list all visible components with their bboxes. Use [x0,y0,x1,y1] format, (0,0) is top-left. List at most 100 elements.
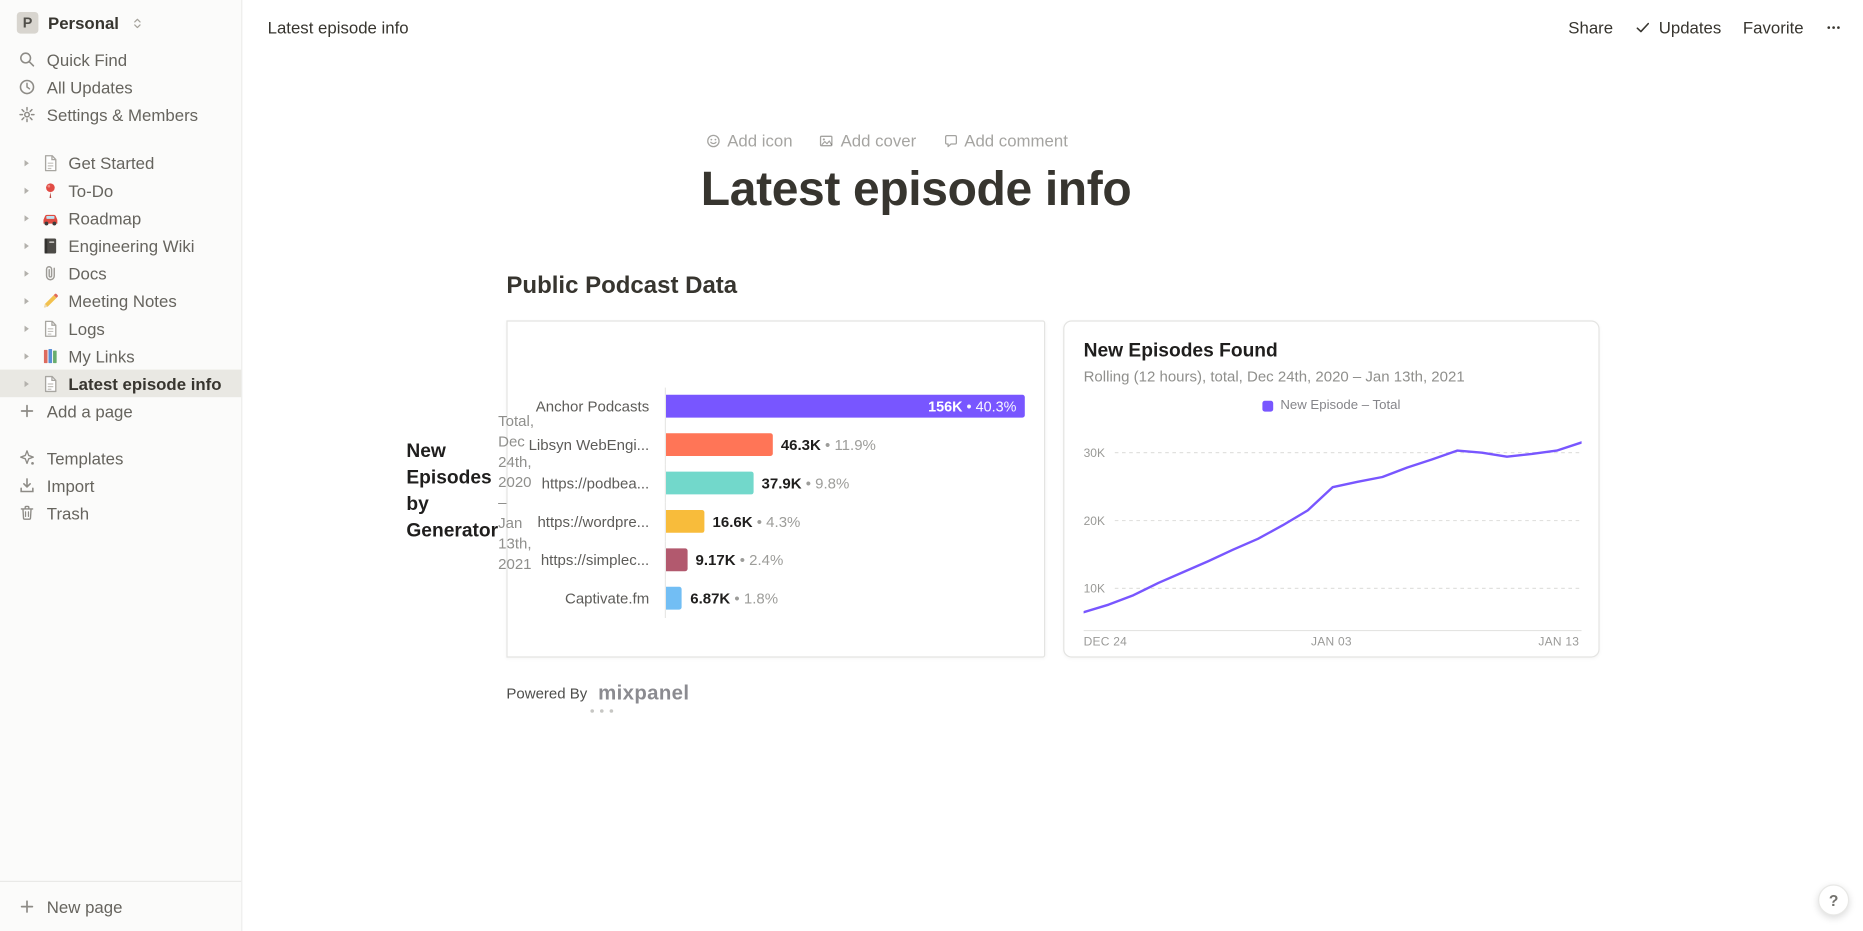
bar-zone: 16.6K • 4.3% [666,502,1025,540]
toggle-expand-icon[interactable] [17,153,36,172]
sidebar-page-label: Roadmap [68,208,142,228]
pencil-icon [41,291,60,310]
toggle-expand-icon[interactable] [17,291,36,310]
image-icon [819,133,835,149]
bar-chart-row: https://wordpre... 16.6K • 4.3% [534,502,1025,541]
sidebar-page-meeting-notes[interactable]: Meeting Notes [0,287,241,315]
sidebar-item-label: Templates [46,448,124,468]
chart-legend: New Episode – Total [1084,398,1580,413]
title-column: Add icon Add cover Add comment Latest epis… [701,130,1863,219]
control-label: Add cover [840,130,917,150]
more-options-button[interactable] [1816,13,1852,42]
sidebar-page-label: Latest episode info [68,373,222,394]
bar-zone: 46.3K • 11.9% [666,425,1025,463]
notebook-icon [41,236,60,255]
sidebar-item-templates[interactable]: Templates [0,444,241,472]
bar-segment[interactable] [666,433,773,457]
paperclip-icon [41,263,60,282]
toggle-expand-icon[interactable] [17,346,36,365]
help-button[interactable]: ? [1818,884,1850,916]
bar-value-label: 156K • 40.3% [928,397,1017,415]
bar-chart-subtitle: Total, Dec 24th, 2020 – Jan 13th, 2021 [498,412,534,572]
add-icon-button[interactable]: Add icon [701,128,798,152]
line-chart-svg[interactable]: 10K 20K 30K [1082,420,1583,632]
breadcrumb[interactable]: Latest episode info [267,17,409,37]
emoji-icon [706,133,722,149]
workspace-switcher[interactable]: P Personal [0,0,241,46]
sidebar-page-label: My Links [68,346,135,366]
toggle-expand-icon[interactable] [17,319,36,338]
line-chart: 10K 20K 30K [1082,420,1583,632]
toggle-expand-icon[interactable] [17,263,36,282]
bar-category-label: Captivate.fm [534,579,666,618]
sidebar-page-label: Docs [68,263,107,283]
new-page-label: New page [46,897,123,917]
line-chart-title: New Episodes Found [1083,340,1278,362]
add-comment-button[interactable]: Add comment [938,128,1073,152]
loading-dots [590,709,1863,713]
sidebar-page-get-started[interactable]: Get Started [0,149,241,177]
add-cover-button[interactable]: Add cover [814,128,921,152]
sidebar-item-label: All Updates [46,77,133,97]
page-hover-controls: Add icon Add cover Add comment [701,130,1863,152]
favorite-button[interactable]: Favorite [1733,11,1813,42]
sidebar-footer-menu: Templates Import Trash [0,444,241,527]
share-button[interactable]: Share [1559,11,1623,42]
new-page-button[interactable]: New page [0,880,242,931]
bar-category-label: Libsyn WebEngi... [529,425,666,464]
svg-text:20K: 20K [1084,514,1105,528]
bar-category-label: Anchor Podcasts [534,387,666,426]
sidebar-page-to-do[interactable]: To-Do [0,176,241,204]
line-chart-subtitle: Rolling (12 hours), total, Dec 24th, 202… [1083,368,1465,386]
workspace-name: Personal [48,13,119,33]
section-heading[interactable]: Public Podcast Data [506,272,738,299]
toggle-expand-icon[interactable] [17,236,36,255]
bar-value-label: 6.87K • 1.8% [690,589,779,607]
bar-chart-row: Libsyn WebEngi... 46.3K • 11.9% [529,425,1025,464]
sidebar-page-docs[interactable]: Docs [0,259,241,287]
updates-button[interactable]: Updates [1625,11,1731,42]
bar-chart-row: https://podbea... 37.9K • 9.8% [534,463,1025,503]
gear-icon [18,106,36,124]
toggle-expand-icon[interactable] [17,208,36,227]
page-title[interactable]: Latest episode info [700,163,1132,217]
sidebar-item-trash[interactable]: Trash [0,499,241,527]
bar-segment[interactable] [666,548,688,572]
sidebar-page-label: Engineering Wiki [68,235,195,256]
sidebar-page-roadmap[interactable]: Roadmap [0,204,241,232]
trash-icon [18,504,36,522]
bar-chart-card: New Episodes by Generator Total, Dec 24t… [406,320,1046,658]
bar-value-label: 16.6K • 4.3% [712,513,801,530]
bar-category-label: https://wordpre... [534,502,666,541]
add-page-button[interactable]: Add a page [0,397,241,425]
main-area: Latest episode info Share Updates Favori… [242,0,1863,931]
sidebar-item-settings-members[interactable]: Settings & Members [0,101,241,129]
bar-segment[interactable]: 156K • 40.3% [666,394,1025,418]
sidebar-page-my-links[interactable]: My Links [0,342,241,370]
mixpanel-logo[interactable]: mixpanel [598,681,690,705]
sidebar-top-menu: Quick Find All Updates Settings & Members [0,46,241,129]
powered-by: Powered By mixpanel [506,682,1863,706]
bar-segment[interactable] [666,510,705,533]
sidebar-item-import[interactable]: Import [0,472,241,500]
plus-icon [18,898,36,916]
sidebar-item-quick-find[interactable]: Quick Find [0,46,241,74]
svg-text:10K: 10K [1084,582,1105,596]
sidebar-pages-list: Get Started To-Do Roadmap Engineering Wiki D… [0,149,242,398]
sidebar-page-latest-episode-info[interactable]: Latest episode info [0,369,242,398]
toggle-expand-icon[interactable] [17,181,36,200]
bar-value-label: 37.9K • 9.8% [761,474,850,492]
sidebar-page-logs[interactable]: Logs [0,314,241,342]
sidebar-page-label: To-Do [68,180,114,200]
bar-segment[interactable] [666,586,682,610]
bar-value-label: 9.17K • 2.4% [695,551,784,569]
sidebar-item-all-updates[interactable]: All Updates [0,73,241,101]
bar-segment[interactable] [666,471,754,495]
page-icon [41,319,60,338]
toggle-expand-icon[interactable] [17,374,36,393]
books-icon [41,346,60,365]
import-icon [18,476,36,494]
bar-chart: Anchor Podcasts 156K • 40.3% Libsyn WebEng… [529,387,1025,618]
sidebar-page-engineering-wiki[interactable]: Engineering Wiki [0,232,241,260]
